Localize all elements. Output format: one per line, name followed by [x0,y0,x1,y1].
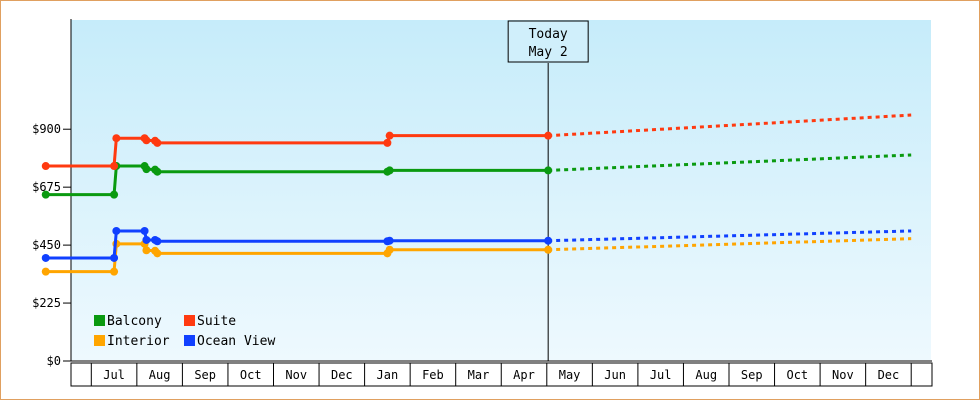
x-tick-label: May [559,368,581,382]
data-point [385,131,394,140]
legend-label: Balcony [107,314,162,329]
y-tick-label: $450 [32,238,61,252]
data-point [142,246,151,255]
data-point [112,134,121,143]
data-point [153,167,162,176]
data-point [142,235,151,244]
data-point [110,190,119,199]
x-tick-label: Dec [878,368,900,382]
data-point [544,166,553,175]
x-tick-label: Oct [786,368,808,382]
data-point [153,138,162,147]
data-point [110,162,119,171]
legend-swatch [184,315,195,326]
x-tick-label: Feb [422,368,444,382]
y-tick-label: $0 [47,354,61,368]
data-point [385,245,394,254]
data-point [383,138,392,147]
today-marker: Today May 2 [507,20,589,361]
legend-swatch [94,315,105,326]
today-label: Today [529,27,568,42]
x-tick-label: Nov [832,368,854,382]
y-tick-label: $675 [32,180,61,194]
today-date: May 2 [529,45,568,60]
plot-background [71,20,931,360]
legend-label: Suite [197,314,236,329]
legend-label: Interior [107,334,170,349]
data-point [41,190,50,199]
data-point [385,166,394,175]
data-point [41,162,50,171]
today-box [507,20,589,63]
data-point [140,226,149,235]
data-point [112,226,121,235]
series-lines [41,113,912,276]
data-point [153,237,162,246]
data-point [110,267,119,276]
data-point [544,245,553,254]
data-point [385,236,394,245]
data-point [110,253,119,262]
data-point [544,236,553,245]
y-tick-label: $900 [32,122,61,136]
y-tick-label: $225 [32,296,61,310]
x-tick-label: Jan [377,368,399,382]
legend-swatch [184,335,195,346]
legend: Balcony Suite Interior Ocean View [94,314,275,349]
x-tick-label: Jul [103,368,125,382]
legend-swatch [94,335,105,346]
data-point [153,249,162,258]
legend-label: Ocean View [197,334,275,349]
x-tick-label: Sep [741,368,763,382]
x-tick-label: Sep [194,368,216,382]
data-point [142,136,151,145]
x-axis: Jul Aug Sep Oct Nov Dec Jan Feb Mar Apr May Jun Jul A… [70,360,933,387]
x-tick-label: Aug [695,368,717,382]
x-tick-label: Dec [331,368,353,382]
x-tick-label: Nov [285,368,307,382]
x-tick-label: Jul [650,368,672,382]
data-point [41,267,50,276]
x-tick-label: Oct [240,368,262,382]
data-point [544,131,553,140]
x-tick-label: Apr [513,368,535,382]
data-point [41,253,50,262]
x-tick-label: Mar [468,368,490,382]
x-tick-label: Jun [604,368,626,382]
x-tick-label: Aug [149,368,171,382]
y-axis: $0 $225 $450 $675 $900 [32,19,72,368]
data-point [142,165,151,174]
